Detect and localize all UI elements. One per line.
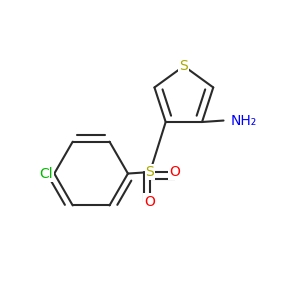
Text: Cl: Cl bbox=[39, 167, 53, 181]
Text: O: O bbox=[169, 165, 181, 179]
Text: NH₂: NH₂ bbox=[231, 113, 257, 128]
Text: O: O bbox=[145, 194, 155, 208]
Text: S: S bbox=[179, 59, 188, 73]
Text: S: S bbox=[146, 165, 154, 179]
